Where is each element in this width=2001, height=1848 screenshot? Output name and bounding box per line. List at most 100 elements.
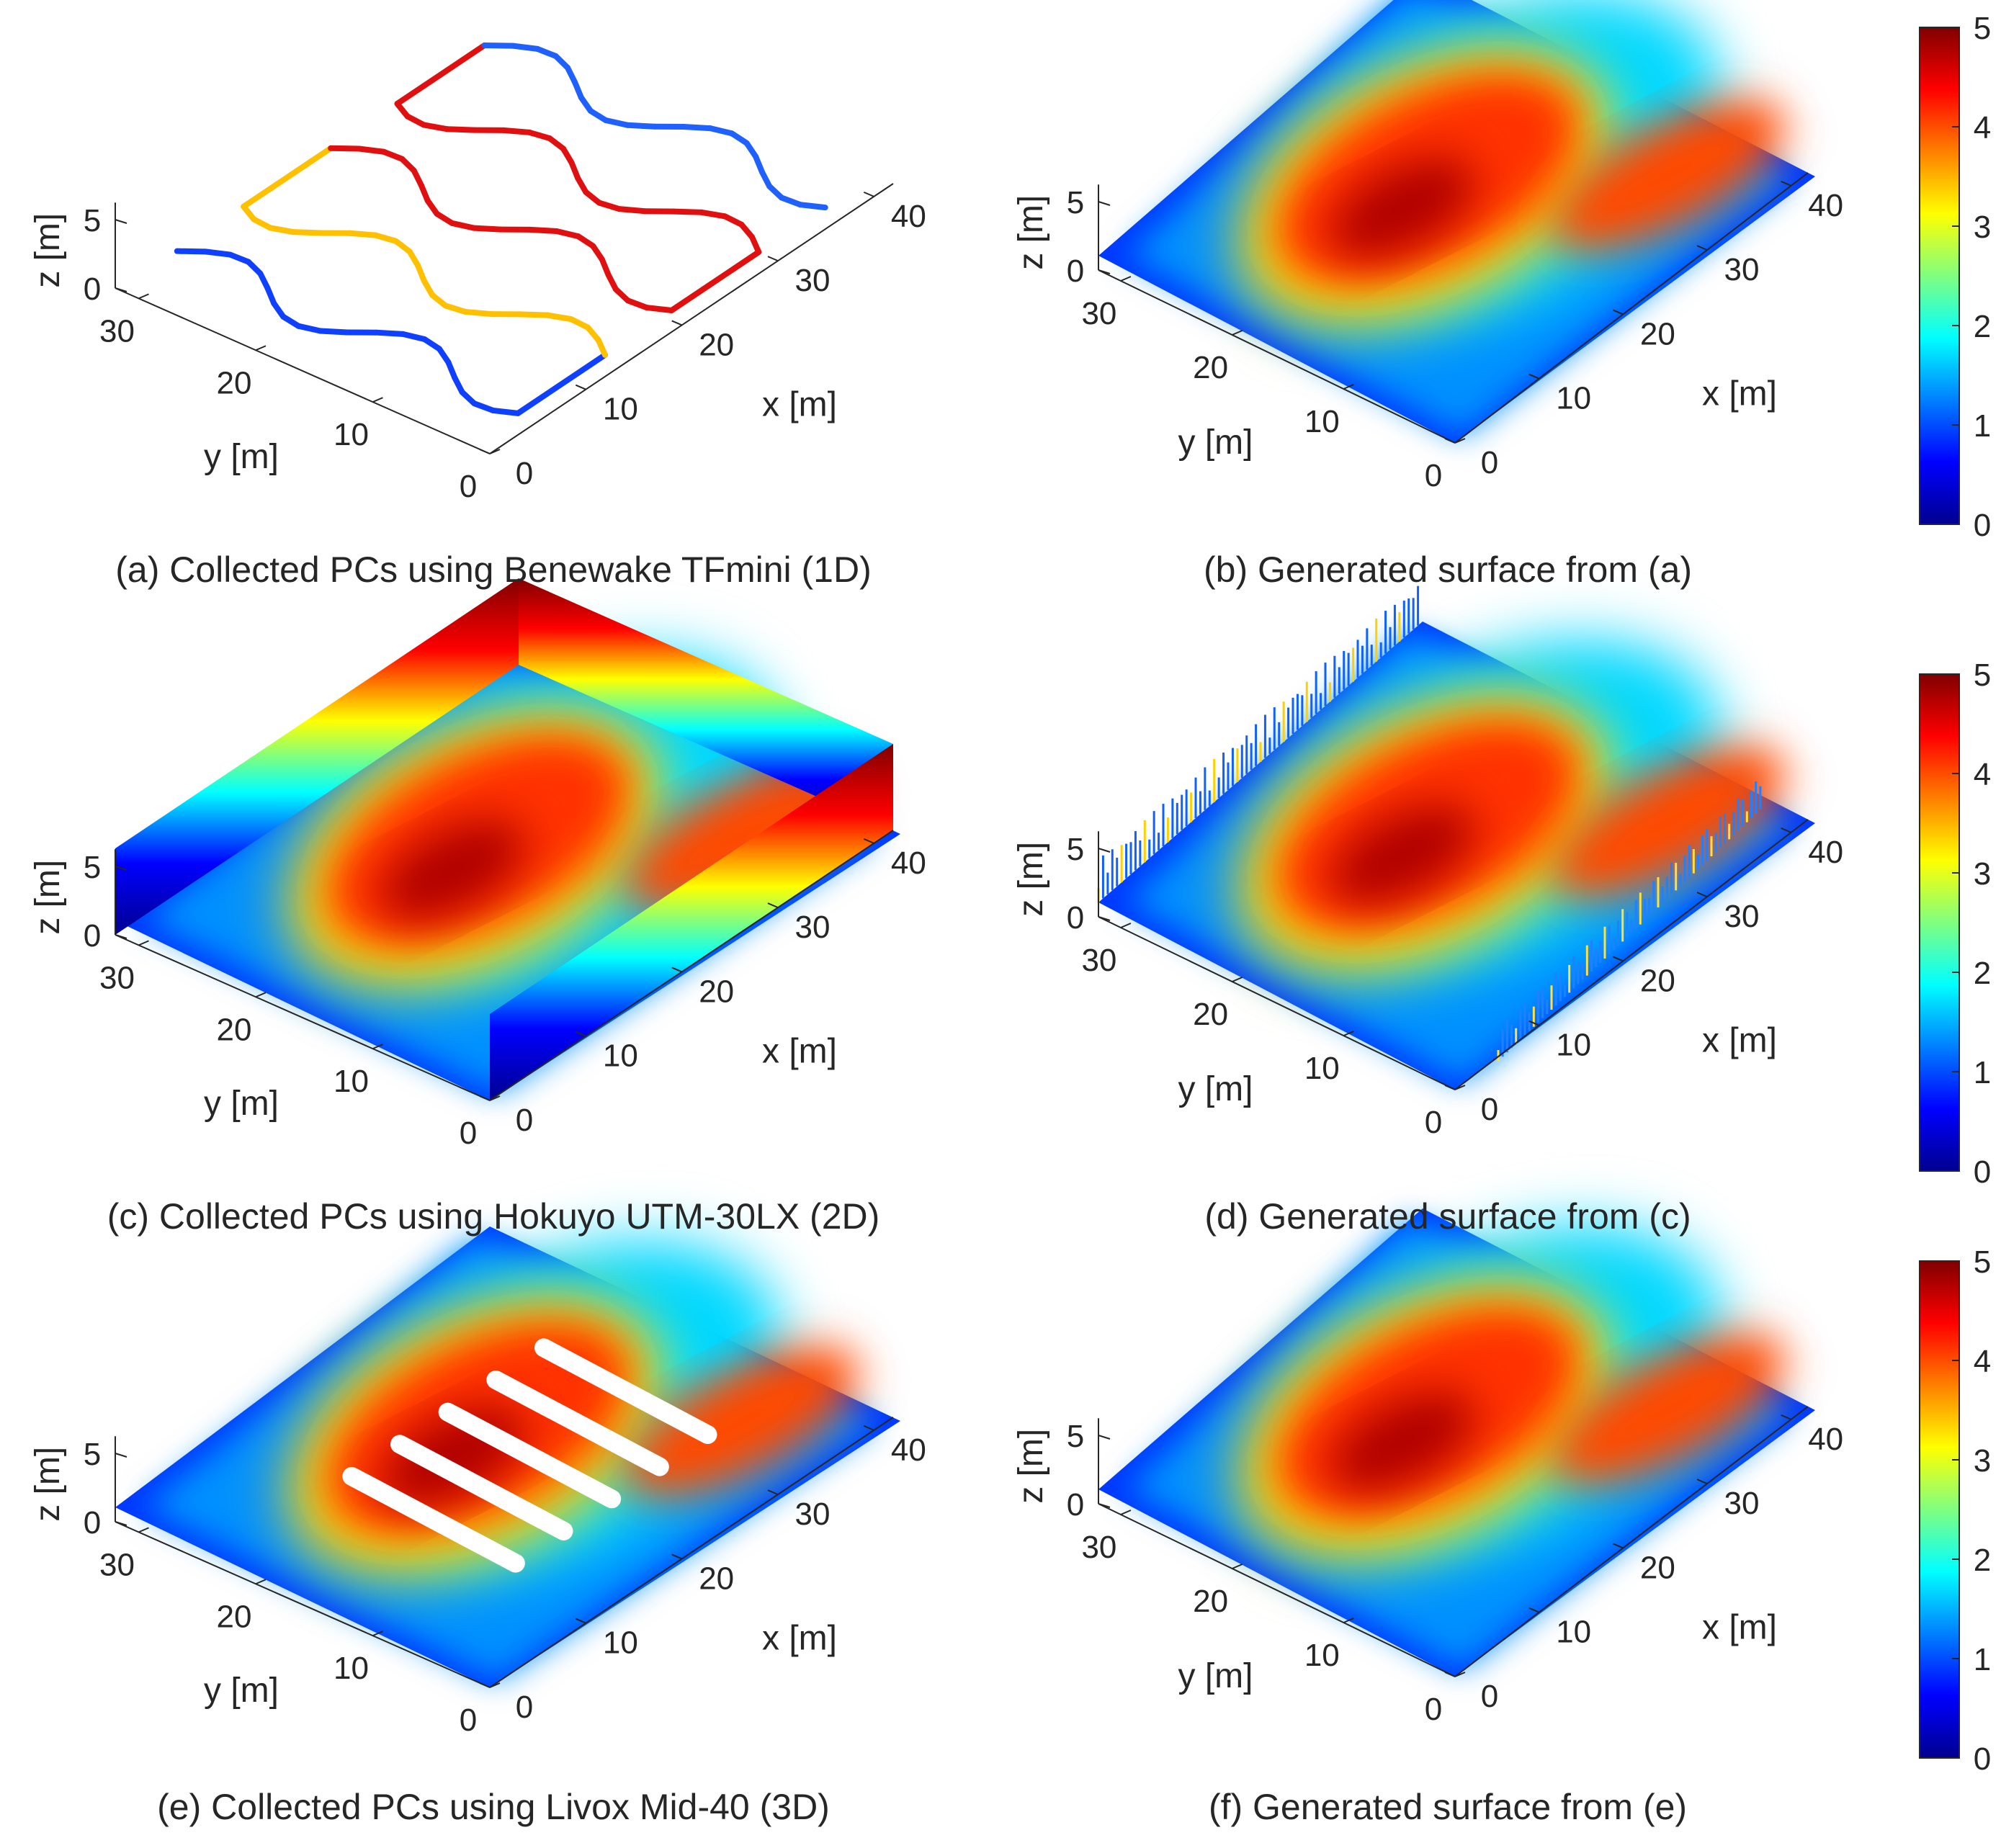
colorbar-tick-label: 2 [1974, 309, 1991, 344]
x-tick-label: 0 [516, 456, 533, 491]
x-tick-label: 0 [1481, 1092, 1498, 1127]
colorbar-tick-label: 3 [1974, 1443, 1991, 1479]
y-tick-label: 30 [99, 313, 135, 349]
y-tick-label: 30 [99, 1547, 135, 1582]
colorbar-tick-label: 0 [1974, 508, 1991, 543]
trajectory-segment [710, 128, 732, 133]
trajectory-segment [702, 212, 725, 216]
x-tick-label: 20 [1640, 1550, 1675, 1585]
trajectory-segment [800, 205, 825, 207]
trajectory-segment [530, 230, 557, 231]
trajectory-segment [321, 331, 348, 332]
x-tick [672, 320, 682, 325]
colorbar-tick-label: 2 [1974, 1543, 1991, 1578]
trajectory-segment [474, 403, 493, 411]
y-tick [1232, 977, 1243, 982]
trajectory-segment [298, 326, 320, 331]
x-tick-label: 10 [603, 1039, 638, 1074]
x-tick-label: 40 [1808, 835, 1843, 870]
trajectory-segment [293, 232, 321, 233]
trajectory-segment [445, 305, 465, 312]
trajectory-segment [424, 125, 447, 129]
x-tick-label: 0 [516, 1690, 533, 1725]
y-axis-label: y [m] [204, 1085, 279, 1123]
trajectory-segment [359, 149, 384, 152]
y-tick [256, 1579, 266, 1584]
trajectory-segment [403, 334, 424, 339]
y-axis-label: y [m] [204, 438, 279, 476]
y-tick [139, 1528, 149, 1532]
x-tick-label: 10 [603, 392, 638, 427]
colorbar-tick-label: 3 [1974, 856, 1991, 892]
y-tick-label: 10 [1304, 1051, 1340, 1086]
x-tick [480, 449, 490, 454]
trajectory-segment [465, 312, 491, 314]
z-tick-label: 0 [84, 1505, 101, 1540]
y-tick [1121, 277, 1131, 281]
y-tick [256, 346, 266, 350]
trajectory-segment [493, 411, 518, 413]
y-tick-label: 20 [1193, 997, 1228, 1032]
trajectory-segment [647, 308, 672, 310]
z-tick [1098, 1435, 1110, 1439]
caption-b: (b) Generated surface from (a) [1001, 549, 1894, 591]
x-tick-label: 10 [1556, 1028, 1591, 1063]
z-tick-label: 5 [84, 850, 101, 885]
y-tick [373, 398, 383, 402]
colorbar-gradient [1920, 27, 1959, 524]
y-tick-label: 0 [1425, 1105, 1442, 1140]
y-tick [139, 941, 149, 945]
z-tick-label: 5 [1067, 185, 1084, 220]
y-tick-label: 10 [1304, 1638, 1340, 1673]
colorbar-tick-label: 5 [1974, 11, 1991, 46]
x-tick-label: 40 [1808, 188, 1843, 223]
x-tick [768, 256, 778, 261]
z-tick-label: 5 [84, 1437, 101, 1472]
z-tick-label: 0 [84, 272, 101, 307]
y-tick-label: 30 [1081, 943, 1116, 978]
x-tick-label: 0 [1481, 445, 1498, 480]
z-axis-label: z [m] [29, 1447, 67, 1522]
x-axis-label: x [m] [1702, 1022, 1777, 1060]
caption-a: (a) Collected PCs using Benewake TFmini … [0, 549, 987, 591]
caption-e: (e) Collected PCs using Livox Mid-40 (3D… [0, 1786, 987, 1828]
trajectory-segment [548, 315, 571, 319]
y-tick-label: 20 [217, 365, 252, 400]
trajectory-segment [599, 203, 619, 210]
y-tick [1232, 1564, 1243, 1569]
trajectory-segment [349, 233, 375, 236]
x-tick-label: 10 [603, 1625, 638, 1661]
y-tick-label: 0 [460, 469, 477, 504]
trajectory-segment [331, 148, 359, 149]
z-axis-label: z [m] [29, 213, 67, 288]
y-tick-label: 0 [460, 1703, 477, 1738]
trajectory-segment [270, 228, 293, 232]
trajectory-segment [205, 251, 230, 254]
z-axis-label: z [m] [1012, 842, 1050, 917]
colorbar-tick-label: 0 [1974, 1741, 1991, 1777]
trajectory-segment [606, 120, 627, 125]
y-tick [1232, 331, 1243, 335]
y-tick-label: 20 [217, 1012, 252, 1047]
trajectory-segment [520, 314, 548, 315]
caption-f: (f) Generated surface from (e) [1001, 1786, 1894, 1828]
trajectory-segment [398, 45, 485, 104]
x-axis-label: x [m] [762, 1033, 837, 1071]
trajectory-segment [230, 255, 248, 262]
z-axis-label: z [m] [1012, 1429, 1050, 1504]
colorbar-tick-label: 4 [1974, 757, 1991, 792]
caption-c: (c) Collected PCs using Hokuyo UTM-30LX … [0, 1196, 987, 1237]
z-tick-label: 5 [1067, 1419, 1084, 1454]
y-tick-label: 20 [1193, 1584, 1228, 1619]
caption-d: (d) Generated surface from (c) [1001, 1196, 1894, 1237]
x-tick-label: 20 [699, 1561, 734, 1596]
x-tick [864, 192, 874, 197]
z-axis-label: z [m] [1012, 195, 1050, 270]
colorbar-tick-label: 5 [1974, 1244, 1991, 1280]
y-tick-label: 20 [1193, 350, 1228, 385]
